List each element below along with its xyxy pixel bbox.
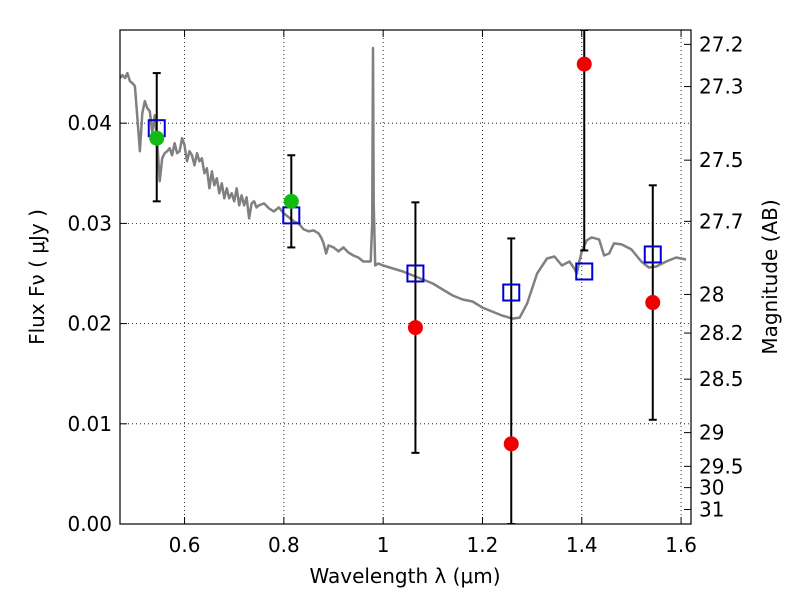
y-tick-label: 0.01 — [67, 412, 112, 436]
y-tick-label: 0.02 — [67, 312, 112, 336]
right-tick-label: 31 — [699, 498, 724, 522]
y-tick-label: 0.00 — [67, 512, 112, 536]
y-axis-label: Flux Fν ( μJy ) — [25, 209, 49, 345]
model-photometry-square — [643, 245, 662, 264]
x-tick-label: 0.6 — [169, 533, 201, 557]
right-tick-label: 28 — [699, 282, 724, 306]
nondetection-point — [503, 436, 519, 452]
model-photometry-square — [575, 262, 594, 281]
right-tick-label: 29.5 — [699, 454, 744, 478]
detection-point — [283, 193, 299, 209]
right-tick-label: 30 — [699, 476, 724, 500]
detection-point — [149, 130, 165, 146]
right-tick-label: 27.7 — [699, 209, 744, 233]
nondetection-point — [407, 320, 423, 336]
nondetection-point — [576, 56, 592, 72]
right-tick-label: 29 — [699, 421, 724, 445]
model-photometry-square — [502, 283, 521, 302]
x-tick-label: 1.4 — [566, 533, 598, 557]
y-tick-label: 0.03 — [67, 211, 112, 235]
right-tick-label: 27.5 — [699, 148, 744, 172]
plot-frame — [119, 29, 692, 525]
model-photometry-square — [406, 264, 425, 283]
nondetection-point — [645, 295, 661, 311]
x-tick-label: 0.8 — [268, 533, 300, 557]
right-axis-label: Magnitude (AB) — [758, 199, 782, 354]
right-tick-label: 27.3 — [699, 75, 744, 99]
x-tick-label: 1.6 — [665, 533, 697, 557]
right-tick-label: 28.5 — [699, 367, 744, 391]
x-tick-label: 1.2 — [467, 533, 499, 557]
y-tick-label: 0.04 — [67, 111, 112, 135]
axis-ticks: 0.6 0.8 1 1.2 1.4 1.6 0.00 0.01 0.02 0.03 0.04 27.2… — [67, 30, 744, 557]
right-tick-label: 28.2 — [699, 321, 744, 345]
right-tick-label: 27.2 — [699, 32, 744, 56]
plot-area — [120, 30, 687, 524]
x-axis-label: Wavelength λ (μm) — [309, 564, 500, 588]
x-tick-label: 1 — [377, 533, 390, 557]
